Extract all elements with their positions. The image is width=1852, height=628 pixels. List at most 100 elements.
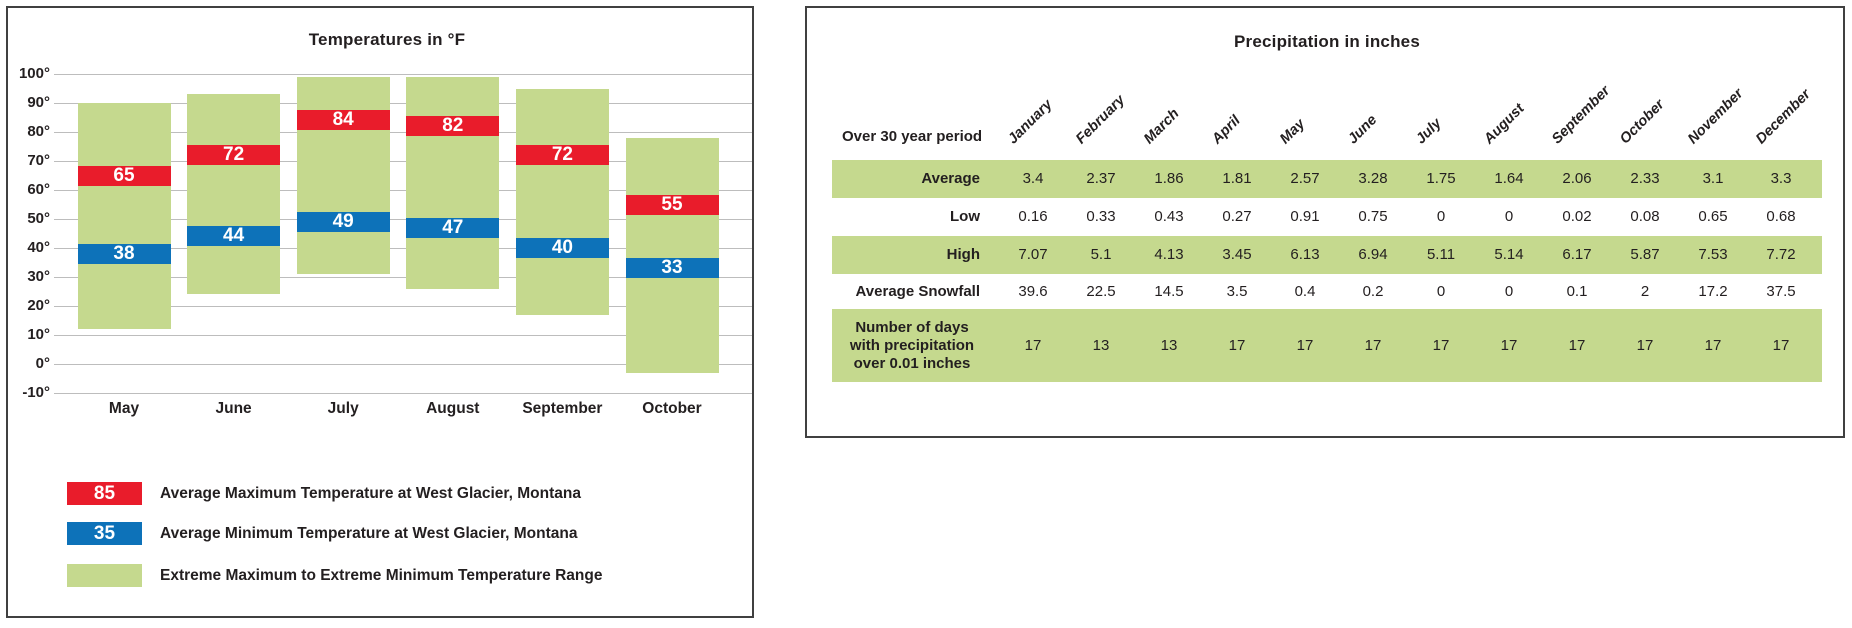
avg-max-band-october: 55 <box>625 194 719 215</box>
table-cell-3-10: 17.2 <box>1698 283 1728 300</box>
table-cell-3-4: 0.4 <box>1294 283 1316 300</box>
y-axis-tick-label: 50° <box>27 210 50 227</box>
column-header-october: October <box>1616 96 1668 148</box>
table-cell-1-4: 0.91 <box>1290 208 1320 225</box>
column-header-march: March <box>1140 105 1183 148</box>
table-cell-0-0: 3.4 <box>1022 170 1044 187</box>
gridline-20 <box>54 306 752 307</box>
gridline-100 <box>54 74 752 75</box>
table-cell-4-6: 17 <box>1432 337 1450 354</box>
y-axis-tick-label: 80° <box>27 123 50 140</box>
avg-max-value-label: 65 <box>113 164 135 186</box>
gridline-10 <box>54 335 752 336</box>
table-cell-2-1: 5.1 <box>1090 246 1112 263</box>
table-cell-0-10: 3.1 <box>1702 170 1724 187</box>
table-cell-1-10: 0.65 <box>1698 208 1728 225</box>
column-header-september: September <box>1548 82 1614 148</box>
legend-label-0: Average Maximum Temperature at West Glac… <box>160 485 581 502</box>
avg-max-band-august: 82 <box>406 116 500 137</box>
x-axis-label-august: August <box>426 400 480 417</box>
table-cell-0-7: 1.64 <box>1494 170 1524 187</box>
table-cell-2-7: 5.14 <box>1494 246 1524 263</box>
table-cell-1-6: 0 <box>1436 208 1446 225</box>
precipitation-table: January February March April May June July Augu… <box>807 8 1843 436</box>
avg-min-band-august: 47 <box>406 217 500 238</box>
row-band-2 <box>832 236 1822 274</box>
table-cell-3-2: 14.5 <box>1154 283 1184 300</box>
extreme-range-bar-july <box>296 76 390 275</box>
y-axis-tick-label: -10° <box>22 384 50 401</box>
x-axis-label-may: May <box>108 400 140 417</box>
legend-swatch-1: 35 <box>67 522 142 545</box>
y-axis-tick-label: 100° <box>18 65 50 82</box>
table-cell-2-8: 6.17 <box>1562 246 1592 263</box>
x-axis-label-june: June <box>215 400 252 417</box>
extreme-range-bar-august <box>406 76 500 289</box>
table-cell-1-0: 0.16 <box>1018 208 1048 225</box>
table-cell-0-8: 2.06 <box>1562 170 1592 187</box>
avg-min-band-may: 38 <box>77 242 171 264</box>
precipitation-table-panel: Precipitation in inches Over 30 year per… <box>805 6 1845 438</box>
table-cell-1-9: 0.08 <box>1630 208 1660 225</box>
table-cell-2-5: 6.94 <box>1358 246 1388 263</box>
legend-swatch-0: 85 <box>67 482 142 505</box>
y-axis-tick-label: 20° <box>27 297 50 314</box>
gridline-50 <box>54 219 752 220</box>
legend-swatch-2 <box>67 564 142 587</box>
y-axis-tick-label: 70° <box>27 152 50 169</box>
column-header-june: June <box>1344 112 1381 148</box>
gridline-60 <box>54 190 752 191</box>
temperature-plot-area: 100° 90° 80° 70° 60° 50° 40° 30° 20° 10° 0° -10° 65 3… <box>8 8 752 616</box>
table-cell-3-1: 22.5 <box>1086 283 1116 300</box>
table-cell-3-0: 39.6 <box>1018 283 1048 300</box>
table-cell-0-6: 1.75 <box>1426 170 1456 187</box>
legend-label-1: Average Minimum Temperature at West Glac… <box>160 525 578 542</box>
avg-max-band-may: 65 <box>77 164 171 186</box>
gridline-80 <box>54 132 752 133</box>
avg-min-value-label: 44 <box>223 225 245 247</box>
table-cell-3-5: 0.2 <box>1362 283 1384 300</box>
gridline-30 <box>54 277 752 278</box>
table-cell-1-8: 0.02 <box>1562 208 1592 225</box>
table-cell-3-9: 2 <box>1640 283 1650 300</box>
row-band-4 <box>832 309 1822 382</box>
table-cell-0-5: 3.28 <box>1358 170 1388 187</box>
table-cell-0-11: 3.3 <box>1770 170 1792 187</box>
column-header-july: July <box>1412 115 1445 148</box>
column-header-february: February <box>1072 92 1129 148</box>
table-cell-1-5: 0.75 <box>1358 208 1388 225</box>
column-header-january: January <box>1004 96 1056 148</box>
table-cell-4-9: 17 <box>1636 337 1654 354</box>
avg-min-value-label: 49 <box>332 210 354 232</box>
x-axis-label-september: September <box>522 400 603 417</box>
table-cell-0-9: 2.33 <box>1630 170 1660 187</box>
table-cell-2-4: 6.13 <box>1290 246 1320 263</box>
row-band-0 <box>832 160 1822 198</box>
precipitation-table-title: Precipitation in inches <box>1234 32 1420 51</box>
x-axis-label-october: October <box>642 400 702 417</box>
table-cell-3-8: 0.1 <box>1566 283 1588 300</box>
extreme-range-bar-october <box>625 137 719 373</box>
gridline-40 <box>54 248 752 249</box>
table-cell-4-2: 13 <box>1160 337 1178 354</box>
table-cell-4-8: 17 <box>1568 337 1586 354</box>
temperature-chart-title: Temperatures in °F <box>308 30 466 49</box>
y-axis-tick-label: 90° <box>27 94 50 111</box>
column-header-april: April <box>1208 112 1244 148</box>
row-label-line: Number of days <box>855 319 969 336</box>
avg-min-value-label: 38 <box>113 242 135 264</box>
legend-label-2: Extreme Maximum to Extreme Minimum Tempe… <box>160 567 603 584</box>
x-axis-label-july: July <box>327 400 359 417</box>
avg-min-band-september: 40 <box>515 238 609 258</box>
table-cell-4-10: 17 <box>1704 337 1722 354</box>
avg-max-value-label: 84 <box>332 109 354 131</box>
table-cell-1-7: 0 <box>1504 208 1514 225</box>
table-cell-3-11: 37.5 <box>1766 283 1796 300</box>
avg-max-value-label: 72 <box>223 144 245 166</box>
table-cell-0-4: 2.57 <box>1290 170 1320 187</box>
row-label-2: High <box>946 246 980 263</box>
table-cell-2-11: 7.72 <box>1766 246 1796 263</box>
avg-max-band-september: 72 <box>515 145 609 166</box>
table-corner-label: Over 30 year period <box>842 128 983 145</box>
